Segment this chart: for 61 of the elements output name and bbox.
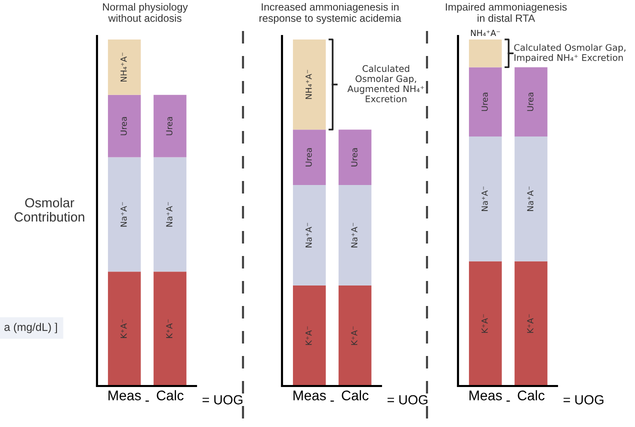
bar: [108, 94, 141, 158]
text: -: [145, 400, 149, 402]
series-label: NH₄⁺A⁻: [306, 70, 312, 99]
series-label: Urea: [120, 117, 127, 136]
bar: [108, 39, 141, 95]
bar: [292, 130, 326, 186]
series-label: NH₄⁺A⁻: [120, 52, 127, 82]
text: Urea: [527, 92, 534, 111]
text: -: [330, 400, 334, 402]
text: Urea: [351, 148, 358, 166]
bar: [468, 136, 502, 262]
bar: [108, 272, 141, 386]
text: Na⁺A⁻: [351, 222, 358, 248]
bar: [154, 157, 186, 272]
series-label: Na⁺A⁻: [120, 202, 127, 227]
text: K⁺A⁻: [166, 319, 172, 338]
chart-title: Impaired ammoniagenesis in distal RTA: [446, 3, 567, 22]
series-label: NH₄⁺A⁻: [471, 30, 500, 36]
text: = UOG: [564, 395, 604, 404]
text: K⁺A⁻: [527, 314, 534, 333]
chart-title: Normal physiology without acidosis: [103, 3, 188, 22]
bar: [338, 130, 372, 186]
x-tick-label: Calc: [518, 390, 545, 400]
bar: [292, 185, 326, 286]
annotation: Calculated Osmolar Gap, Impaired NH₄⁺ Excretion: [514, 44, 626, 63]
x-tick-label: Meas: [108, 390, 141, 400]
bar: [514, 261, 548, 386]
series-label: Urea: [482, 92, 488, 111]
bar: [514, 67, 548, 136]
series-label: K⁺A⁻: [482, 314, 488, 333]
bar: [338, 286, 372, 386]
bar: [154, 272, 186, 386]
x-tick-label: Calc: [156, 390, 184, 400]
x-tick-label: Meas: [470, 390, 502, 400]
text: K⁺A⁻: [351, 326, 358, 345]
text: a (mg/dL) ]: [4, 322, 57, 334]
text: Urea: [166, 117, 172, 136]
series-label: Na⁺A⁻: [482, 186, 488, 211]
text: Na⁺A⁻: [166, 202, 172, 227]
annotation: Calculated Osmolar Gap, Augmented NH₄⁺ Excretion: [347, 64, 424, 102]
chart-title: Increased ammoniagenesis in response to systemic acidemia: [260, 3, 402, 24]
bar: [338, 185, 372, 286]
text: = UOG: [388, 395, 428, 404]
text: Na⁺A⁻: [527, 186, 534, 211]
y-axis-title: Osmolar Contribution: [14, 198, 84, 222]
series-label: K⁺A⁻: [306, 326, 312, 345]
series-label: Urea: [306, 148, 312, 166]
x-tick-label: Meas: [294, 390, 326, 400]
bar: [292, 39, 326, 130]
x-tick-label: Calc: [342, 390, 369, 400]
bar: [154, 94, 186, 158]
text: = UOG: [202, 395, 242, 404]
bar: [468, 67, 502, 136]
bar: [108, 157, 141, 272]
series-label: K⁺A⁻: [120, 319, 127, 338]
bar: [468, 261, 502, 386]
bar: [292, 286, 326, 386]
bar: [514, 136, 548, 262]
bar: [468, 39, 502, 68]
series-label: Na⁺A⁻: [306, 222, 312, 248]
text: -: [506, 400, 510, 402]
